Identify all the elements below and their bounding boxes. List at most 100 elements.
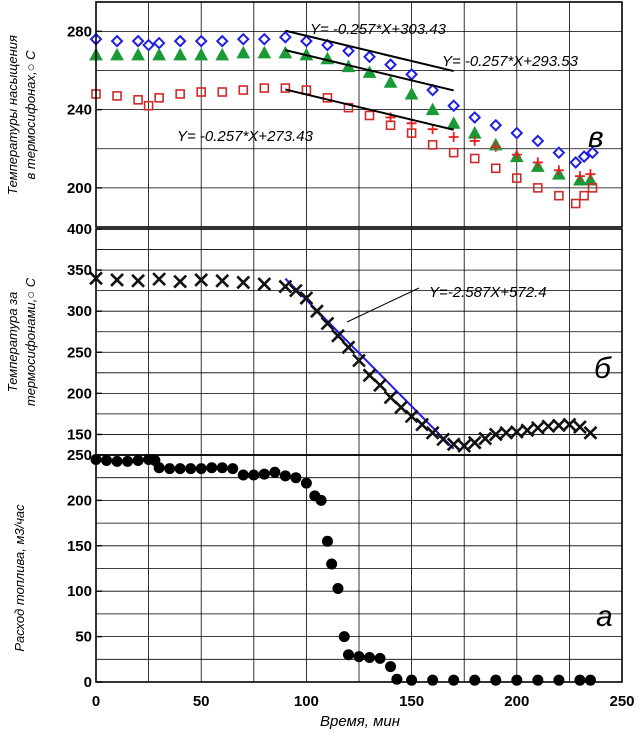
series-blue-point — [577, 150, 591, 163]
series-outlet — [89, 271, 598, 453]
series-outlet-point — [373, 378, 387, 393]
panel-a-y-ticks: 0 50 100 150 200 250 — [67, 447, 102, 691]
series-fuel-point — [427, 674, 439, 686]
series-blue-point — [426, 83, 440, 97]
series-green-point — [257, 45, 272, 59]
series-fuel-point — [227, 463, 239, 475]
series-outlet-point — [352, 353, 366, 368]
series-green-point — [152, 47, 166, 61]
series-red-plus-point — [427, 124, 438, 135]
series-blue-point — [489, 118, 503, 132]
series-red-point — [143, 100, 154, 111]
panel-b-ylabel-line2: термосифонами,○ С — [23, 277, 38, 406]
series-fuel-point — [279, 470, 291, 482]
fit-label-middle: Y= -0.257*X+293.53 — [442, 53, 579, 70]
series-outlet-point — [341, 340, 356, 355]
series-fuel-point — [300, 477, 312, 489]
series-red-point — [533, 183, 543, 193]
series-red-point — [217, 87, 228, 97]
series-green-point — [278, 45, 293, 59]
series-fuel-point — [185, 463, 197, 475]
series-outlet-point — [288, 283, 303, 298]
series-outlet-point — [152, 272, 167, 287]
y-tick-label: 240 — [67, 102, 92, 119]
series-blue-point — [342, 44, 355, 58]
series-outlet-point — [194, 273, 209, 287]
series-outlet-point — [110, 273, 124, 287]
series-red-point — [511, 173, 522, 183]
series-green-point — [425, 102, 440, 116]
series-outlet-point — [467, 435, 482, 450]
series-red-plus-point — [585, 169, 596, 180]
x-tick-label: 250 — [609, 693, 634, 710]
series-blue-point — [468, 111, 482, 124]
series-blue-point — [552, 146, 566, 160]
series-fuel-point — [153, 462, 165, 474]
series-fuel-point — [122, 455, 134, 467]
series-fuel-point — [174, 463, 186, 475]
series-green-point — [236, 45, 251, 59]
series-fuel-point — [364, 651, 376, 663]
series-red-plus-point — [448, 132, 459, 142]
series-red-point — [154, 93, 164, 103]
series-outlet-point — [415, 417, 430, 432]
panel-a-xlabel: Время, мин — [320, 713, 400, 730]
series-green-point — [194, 47, 209, 61]
x-tick-label: 0 — [92, 693, 100, 710]
series-outlet-point — [173, 274, 188, 289]
fit-label-lower: Y= -0.257*X+273.43 — [177, 128, 314, 145]
y-tick-label: 150 — [67, 538, 92, 555]
panel-outlet-temperature: 150 200 250 300 350 400 Температура за термос… — [5, 221, 623, 456]
series-fuel-point — [216, 462, 228, 474]
series-fuel-point — [469, 674, 481, 686]
series-fuel-point — [532, 674, 544, 686]
y-tick-label: 400 — [67, 221, 92, 238]
fit-label-leader — [346, 287, 420, 323]
series-red-point — [579, 190, 589, 201]
series-red-point — [112, 91, 122, 101]
panel-label-a: а — [596, 600, 613, 633]
series-blue-point — [531, 134, 545, 148]
series-red-plus-point — [532, 157, 543, 168]
series-green-point — [583, 172, 598, 186]
series-fuel-point — [338, 631, 350, 643]
series-outlet-point — [573, 420, 587, 434]
series-blue-point — [569, 156, 583, 169]
series-red-plus-point — [469, 135, 480, 146]
series-green-point — [404, 86, 419, 100]
series-red-point — [490, 163, 501, 174]
panel-v-ylabel-line1: Температуры насыщения — [5, 35, 20, 195]
series-red-point — [406, 128, 417, 138]
panel-label-v: в — [588, 121, 604, 154]
series-red-point — [364, 110, 375, 121]
series-fuel-point — [574, 674, 586, 686]
series-fuel-point — [406, 674, 418, 686]
series-fuel-point — [164, 463, 176, 475]
series-fuel-point — [237, 469, 249, 481]
panel-saturation-temperature: 200 240 280 Температуры насыщения в термос… — [5, 1, 623, 228]
series-fuel-point — [195, 463, 207, 475]
series-fuel-point — [584, 674, 596, 686]
panel-a-data — [90, 454, 596, 686]
series-blue-point — [152, 36, 166, 50]
fit-line — [285, 49, 454, 92]
series-red-point — [238, 85, 249, 95]
series-outlet-point — [383, 390, 398, 405]
series-fuel-point — [385, 661, 397, 673]
panel-v-frame — [95, 1, 623, 228]
series-outlet-point — [236, 275, 251, 290]
series-red-plus — [385, 112, 596, 182]
series-red-point — [469, 153, 480, 164]
y-tick-label: 100 — [67, 583, 92, 600]
series-blue-point — [257, 32, 271, 46]
series-green-point — [446, 116, 461, 129]
series-outlet-point — [436, 432, 451, 447]
x-tick-label: 100 — [294, 693, 319, 710]
series-blue-point — [586, 146, 599, 160]
series-red-point — [175, 89, 185, 99]
panel-a-ylabel: Расход топлива, м3/час — [12, 504, 27, 652]
panel-b-y-ticks: 150 200 250 300 350 400 — [67, 221, 102, 443]
fit-line — [285, 88, 454, 131]
series-blue-point — [299, 34, 313, 48]
series-fuel-point — [290, 472, 302, 484]
